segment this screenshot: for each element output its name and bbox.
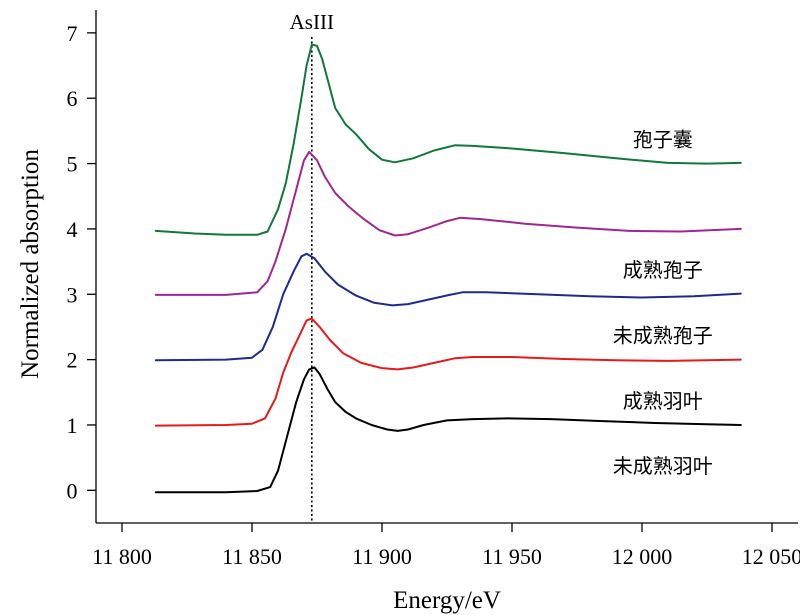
y-tick-label: 5 (67, 152, 78, 177)
series-line-2 (154, 252, 742, 362)
series-line-4 (154, 43, 742, 236)
x-axis-title: Energy/eV (393, 587, 501, 614)
series-line-1 (154, 317, 742, 427)
y-tick-label: 2 (67, 348, 78, 373)
series-lines (154, 43, 742, 494)
y-tick-label: 0 (67, 478, 78, 503)
x-tick-label: 12 000 (612, 544, 673, 569)
y-tick-label: 6 (67, 86, 78, 111)
x-tick-label: 11 900 (352, 544, 412, 569)
asiii-label: AsIII (290, 10, 334, 34)
x-tick-label: 12 050 (742, 544, 800, 569)
y-tick-label: 1 (67, 413, 78, 438)
x-tick-label: 11 950 (482, 544, 542, 569)
y-axis-ticks: 0 1 2 3 4 5 6 7 (67, 21, 96, 503)
asiii-annotation: AsIII (290, 10, 334, 523)
series-label-3: 成熟孢子 (623, 258, 703, 282)
x-tick-label: 11 800 (92, 544, 152, 569)
series-label-0: 未成熟羽叶 (613, 454, 713, 478)
series-label-2: 未成熟孢子 (613, 323, 713, 347)
series-line-3 (154, 150, 742, 296)
x-tick-label: 11 850 (222, 544, 282, 569)
y-tick-label: 3 (67, 282, 78, 307)
chart-axes (95, 10, 798, 524)
y-axis-title: Normalized absorption (17, 149, 44, 379)
series-label-4: 孢子囊 (633, 127, 693, 151)
series-labels: 未成熟羽叶 成熟羽叶 未成熟孢子 成熟孢子 孢子囊 (613, 127, 713, 478)
series-line-0 (154, 366, 742, 494)
series-label-1: 成熟羽叶 (623, 389, 703, 413)
x-axis-ticks: 11 800 11 850 11 900 11 950 12 000 12 050 (92, 523, 800, 569)
y-tick-label: 4 (67, 217, 78, 242)
y-tick-label: 7 (67, 21, 78, 46)
